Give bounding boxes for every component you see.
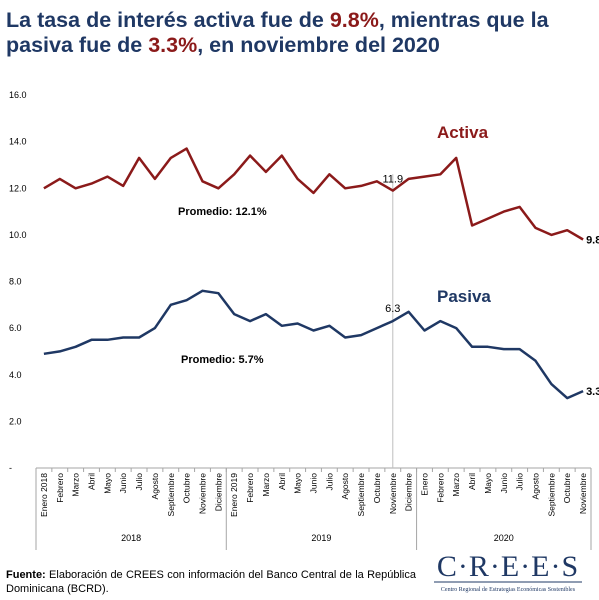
average-label: Promedio: 12.1% xyxy=(178,206,267,218)
logo-wordmark: C·R·E·E·S xyxy=(437,550,579,583)
x-tick-label: Mayo xyxy=(293,473,303,494)
year-label: 2019 xyxy=(311,533,331,543)
x-tick-label: Noviembre xyxy=(578,473,588,514)
x-tick-label: Enero 2018 xyxy=(39,473,49,517)
x-tick-label: Enero 2019 xyxy=(229,473,239,517)
source-text: Elaboración de CREES con información del… xyxy=(6,569,416,595)
x-tick-label: Marzo xyxy=(71,473,81,497)
crees-logo: C·R·E·E·S Centro Regional de Estrategias… xyxy=(434,550,582,593)
highlight-value-label: 6.3 xyxy=(385,303,400,315)
series-label-pasiva: Pasiva xyxy=(437,287,491,306)
x-tick-label: Agosto xyxy=(340,473,350,500)
x-tick-label: Mayo xyxy=(102,473,112,494)
title-activa-value: 9.8% xyxy=(329,8,379,32)
y-tick-label: 8.0 xyxy=(9,277,22,287)
year-label: 2018 xyxy=(121,533,141,543)
x-tick-label: Agosto xyxy=(531,473,541,500)
x-tick-label: Octubre xyxy=(182,473,192,504)
title-pasiva-value: 3.3% xyxy=(148,33,198,57)
y-tick-label: 6.0 xyxy=(9,323,22,333)
title-part-3: , en noviembre del 2020 xyxy=(197,33,440,57)
x-tick-label: Junio xyxy=(499,473,509,494)
end-value-label: 9.8 xyxy=(586,235,599,247)
x-tick-label: Enero xyxy=(420,473,430,496)
x-tick-label: Marzo xyxy=(451,473,461,497)
highlight-value-label: 11.9 xyxy=(382,174,403,186)
x-tick-label: Diciembre xyxy=(404,473,414,512)
y-tick-label: 4.0 xyxy=(9,370,22,380)
x-tick-label: Octubre xyxy=(562,473,572,504)
chart-title: La tasa de interés activa fue de 9.8%, m… xyxy=(6,8,596,58)
x-tick-label: Febrero xyxy=(55,473,65,503)
y-tick-label: 10.0 xyxy=(9,230,27,240)
x-tick-label: Junio xyxy=(309,473,319,494)
series-label-activa: Activa xyxy=(437,123,489,142)
logo-subtitle: Centro Regional de Estrategias Económica… xyxy=(441,587,576,593)
x-tick-label: Noviembre xyxy=(388,473,398,514)
x-tick-label: Octubre xyxy=(372,473,382,504)
x-tick-label: Agosto xyxy=(150,473,160,500)
x-tick-label: Diciembre xyxy=(213,473,223,512)
average-label: Promedio: 5.7% xyxy=(181,354,264,366)
x-tick-label: Septiembre xyxy=(546,473,556,517)
title-part-2: , mientras que la pasiva fue de xyxy=(6,8,549,57)
x-tick-label: Julio xyxy=(324,473,334,491)
x-tick-label: Febrero xyxy=(435,473,445,503)
end-value-label: 3.3 xyxy=(586,386,599,398)
y-tick-label: 14.0 xyxy=(9,137,27,147)
source-note: Fuente: Elaboración de CREES con informa… xyxy=(6,568,416,596)
x-tick-label: Abril xyxy=(87,473,97,490)
x-tick-label: Julio xyxy=(515,473,525,491)
y-tick-label: - xyxy=(9,463,12,473)
x-tick-label: Abril xyxy=(277,473,287,490)
title-part-1: La tasa de interés activa fue de xyxy=(6,8,330,32)
y-tick-label: 2.0 xyxy=(9,416,22,426)
x-tick-label: Junio xyxy=(118,473,128,494)
x-tick-label: Julio xyxy=(134,473,144,491)
x-tick-label: Marzo xyxy=(261,473,271,497)
x-tick-label: Noviembre xyxy=(198,473,208,514)
x-tick-label: Abril xyxy=(467,473,477,490)
x-tick-label: Mayo xyxy=(483,473,493,494)
source-label: Fuente: xyxy=(6,569,46,581)
y-tick-label: 16.0 xyxy=(9,90,27,100)
x-tick-label: Septiembre xyxy=(166,473,176,517)
year-label: 2020 xyxy=(494,533,514,543)
series-line-activa xyxy=(43,147,584,241)
interest-rate-chart: - 2.0 4.0 6.0 8.0 10.0 12.0 14.0 16.0 Enero 2018 F… xyxy=(9,90,599,550)
y-tick-label: 12.0 xyxy=(9,183,27,193)
x-tick-label: Septiembre xyxy=(356,473,366,517)
x-tick-label: Febrero xyxy=(245,473,255,503)
series-line-pasiva xyxy=(43,289,584,400)
